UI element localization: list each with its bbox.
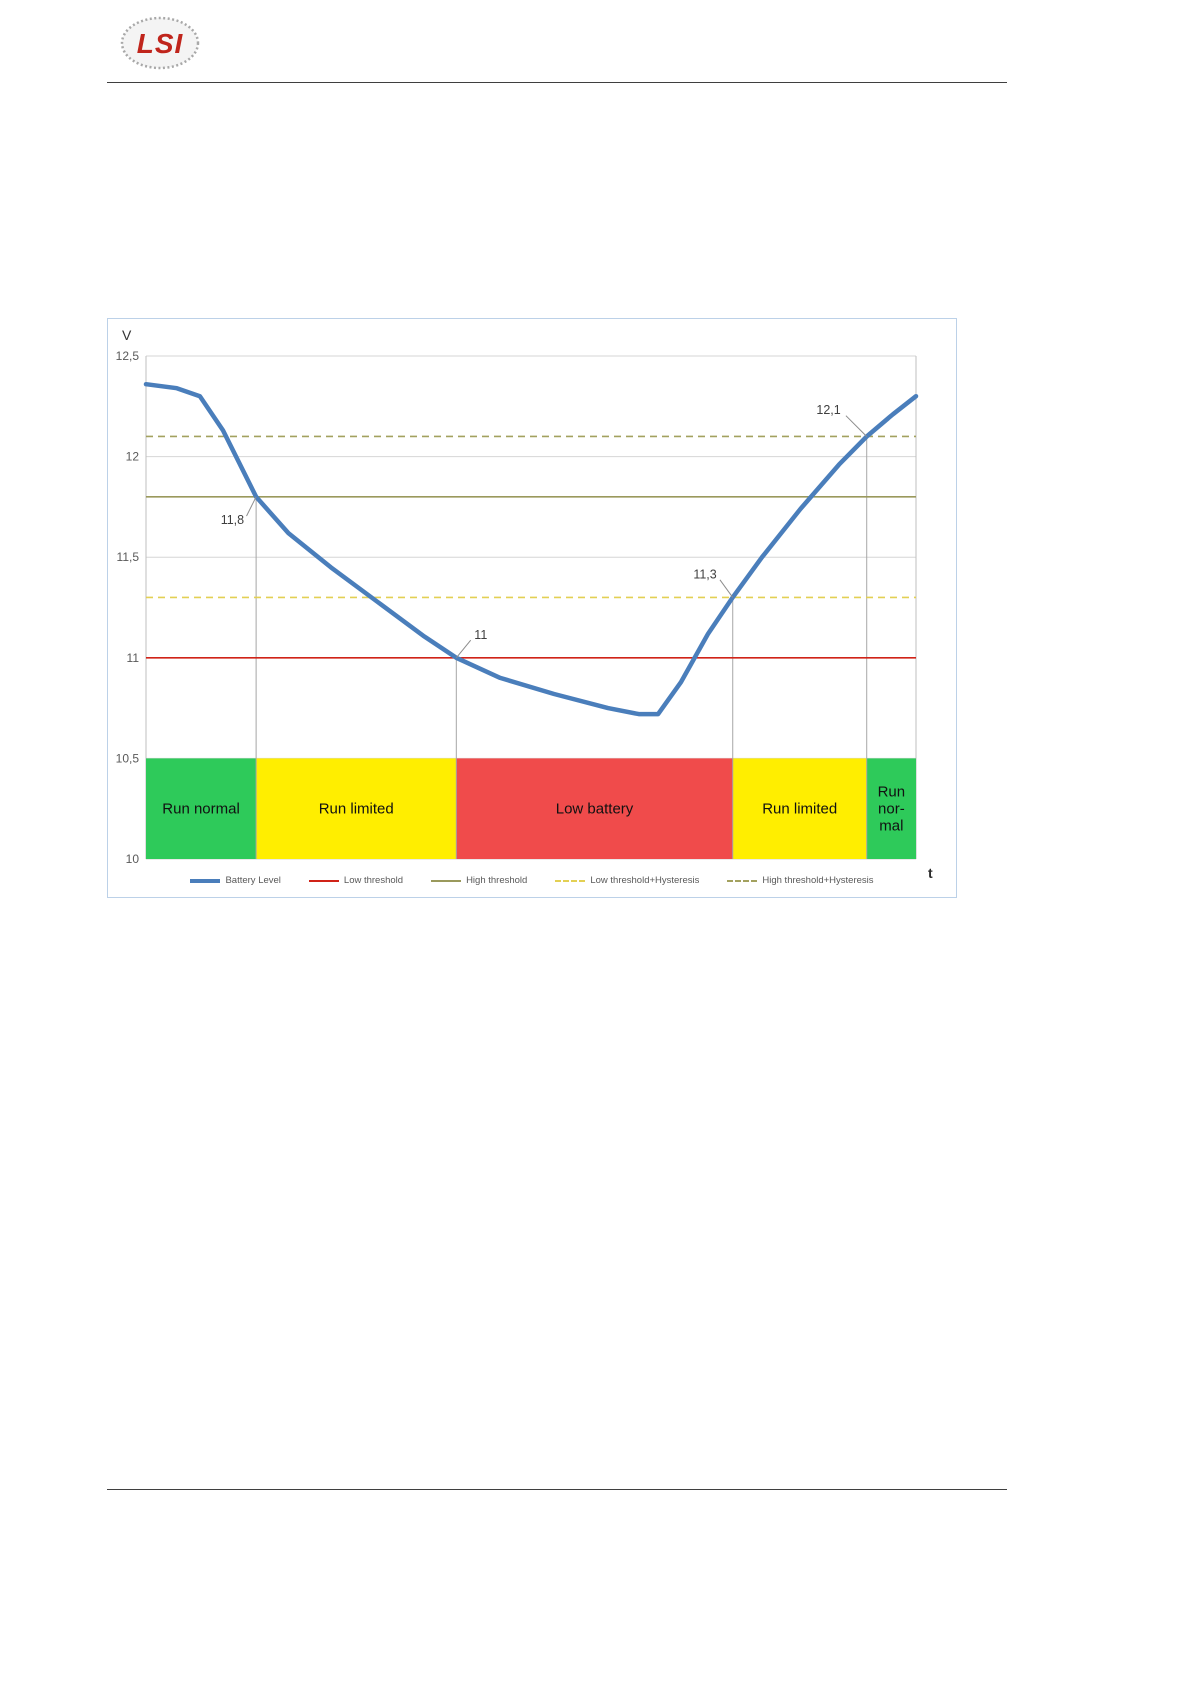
x-axis-label: t: [928, 865, 933, 881]
zone-label: Run normal: [162, 801, 240, 818]
legend-item: Battery Level: [190, 875, 281, 886]
zone-band: [732, 758, 867, 859]
annotations: 11,8 11 11,3 12,1: [221, 403, 868, 659]
zone-label: Run limited: [762, 801, 837, 818]
logo-text: LSI: [137, 28, 184, 59]
zone-band: [256, 758, 457, 859]
battery-chart: 12,5 12 11,5 11 10,5 10 Run normal Run limited L…: [116, 349, 919, 866]
legend-item: High threshold: [431, 875, 527, 886]
legend-swatch: [727, 879, 758, 882]
zone-label: Run: [878, 784, 906, 801]
legend-item: Low threshold+Hysteresis: [555, 875, 699, 886]
y-tick-label: 11: [127, 651, 140, 665]
header-divider: [107, 82, 1007, 83]
legend-swatch: [308, 879, 339, 882]
zone-label: Run limited: [319, 801, 394, 818]
legend-label: High threshold: [466, 875, 528, 886]
legend-swatch: [555, 879, 586, 882]
lsi-logo: LSI: [118, 12, 202, 79]
legend-swatch: [431, 879, 462, 882]
y-tick-label: 12: [126, 450, 140, 464]
chart-legend: Battery Level Low threshold High threshold…: [108, 875, 956, 886]
y-tick-label: 11,5: [117, 550, 140, 564]
value-annotation: 12,1: [816, 403, 840, 417]
zone-label: Low battery: [556, 801, 634, 818]
y-tick-label: 12,5: [116, 349, 140, 363]
y-tick-label: 10,5: [116, 751, 140, 765]
legend-label: Battery Level: [225, 875, 281, 886]
legend-item: Low threshold: [308, 875, 404, 886]
value-annotation: 11,3: [693, 568, 716, 582]
chart-container: 12,5 12 11,5 11 10,5 10 Run normal Run limited L…: [107, 318, 957, 898]
y-axis-label: V: [122, 327, 132, 343]
legend-swatch: [190, 878, 221, 883]
status-zones: Run normal Run limited Low battery Run limi…: [146, 758, 916, 859]
zone-band: [146, 758, 257, 859]
legend-label: Low threshold+Hysteresis: [590, 875, 700, 886]
threshold-lines: [146, 435, 916, 659]
legend-label: Low threshold: [343, 875, 404, 886]
value-annotation: 11: [474, 628, 487, 642]
y-tick-label: 10: [126, 852, 140, 866]
battery-level-curve: [143, 381, 919, 717]
lsi-logo-graphic: LSI: [120, 16, 200, 70]
logo-oval: [120, 16, 200, 70]
value-annotation: 11,8: [221, 513, 244, 527]
zone-band: [866, 758, 916, 859]
zone-band: [456, 758, 733, 859]
legend-label: High threshold+Hysteresis: [762, 875, 874, 886]
footer-divider: [107, 1489, 1007, 1490]
legend-item: High threshold+Hysteresis: [727, 875, 874, 886]
zone-label: mal: [879, 818, 903, 835]
zone-label: nor-: [878, 801, 905, 818]
transition-lines: [255, 436, 868, 859]
